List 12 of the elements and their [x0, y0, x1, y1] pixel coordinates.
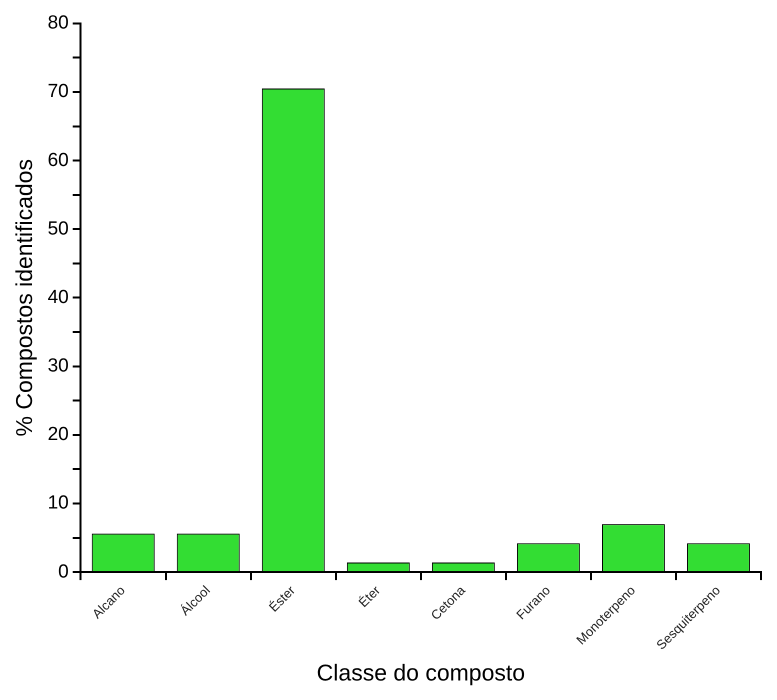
y-tick-label: 70	[48, 81, 69, 102]
x-tick-label: Éter	[356, 582, 384, 610]
y-tick-label: 10	[48, 492, 69, 514]
y-tick-label: 50	[48, 218, 69, 240]
y-tick-label: 30	[48, 356, 69, 377]
y-tick-label: 20	[48, 424, 69, 446]
y-tick-label: 0	[58, 561, 69, 582]
y-axis-title: % Compostos identificados	[11, 159, 38, 436]
y-tick-label: 40	[48, 286, 69, 308]
y-tick-label: 60	[48, 150, 69, 171]
x-axis-title: Classe do composto	[316, 660, 526, 686]
y-tick-label: 80	[48, 12, 69, 34]
